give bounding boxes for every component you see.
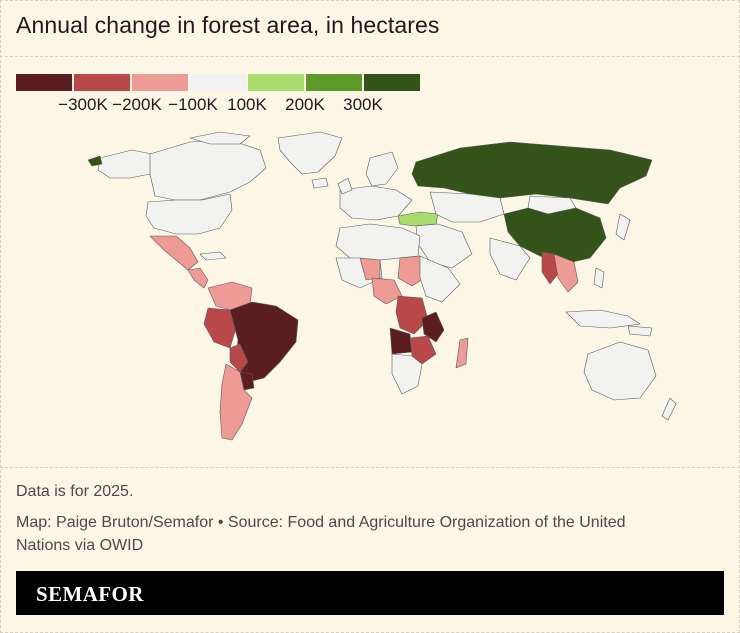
usa (145, 193, 233, 235)
new-zealand (661, 397, 677, 421)
legend-swatch-6 (306, 74, 362, 91)
cuba (199, 251, 227, 261)
legend-swatch-4 (190, 74, 246, 91)
map-title: Annual change in forest area, in hectare… (16, 12, 440, 38)
madagascar (455, 337, 469, 369)
japan (615, 213, 631, 241)
western-europe (339, 185, 413, 221)
myanmar (541, 251, 559, 285)
scandinavia (365, 151, 399, 187)
australia (583, 341, 657, 401)
dr-congo (395, 295, 429, 335)
bolivia (229, 343, 249, 373)
alaska-west-tip (87, 155, 103, 167)
legend-tick-3: −100K (168, 95, 218, 114)
legend-tick-1: −300K (58, 95, 108, 114)
kazakhstan-central-asia (429, 191, 505, 223)
greenland (277, 131, 343, 175)
nigeria-cameroon (371, 277, 403, 305)
world-choropleth-map (87, 131, 677, 441)
credit-line-2: Nations via OWID (16, 537, 144, 554)
legend-swatch-1 (16, 74, 72, 91)
papua-new-guinea (627, 325, 653, 337)
middle-east (415, 223, 473, 269)
north-america (87, 131, 343, 289)
russia-asia (411, 141, 653, 329)
title-divider (0, 56, 740, 57)
turkey (397, 211, 439, 227)
central-america (187, 267, 209, 289)
russia (411, 141, 653, 205)
north-africa (335, 223, 421, 261)
legend-swatch-2 (74, 74, 130, 91)
semafor-logo: SEMAFOR (36, 582, 144, 606)
india (489, 237, 531, 281)
legend-swatch-7 (364, 74, 420, 91)
canada (149, 139, 267, 201)
iceland (311, 177, 329, 189)
mexico (149, 235, 199, 271)
legend-swatch-3 (132, 74, 188, 91)
southern-africa (391, 353, 423, 395)
legend-tick-6: 300K (343, 95, 383, 114)
south-america (203, 281, 299, 441)
brand-bar: SEMAFOR (16, 571, 724, 615)
mali-niger (359, 257, 381, 281)
oceania (583, 325, 677, 421)
horn-of-africa (419, 255, 461, 303)
argentina-chile (219, 363, 253, 441)
europe (311, 151, 439, 227)
legend-tick-2: −200K (112, 95, 162, 114)
legend-tick-5: 200K (285, 95, 325, 114)
credit-line-1: Map: Paige Bruton/Semafor • Source: Food… (16, 514, 626, 531)
indonesia (565, 309, 641, 329)
uk-ireland (337, 177, 353, 195)
southeast-asia (553, 253, 579, 293)
canada-arctic-islands (189, 131, 251, 145)
africa (335, 223, 469, 395)
philippines (593, 267, 605, 289)
data-year-note: Data is for 2025. (16, 483, 134, 500)
alaska (97, 149, 153, 179)
china (503, 207, 607, 265)
footer-divider (0, 467, 740, 468)
legend-tick-4: 100K (227, 95, 267, 114)
tanzania-mozambique (421, 311, 445, 343)
legend-swatch-5 (248, 74, 304, 91)
zambia-zimbabwe (409, 335, 437, 365)
color-legend: −300K −200K −100K 100K 200K 300K (16, 74, 426, 120)
